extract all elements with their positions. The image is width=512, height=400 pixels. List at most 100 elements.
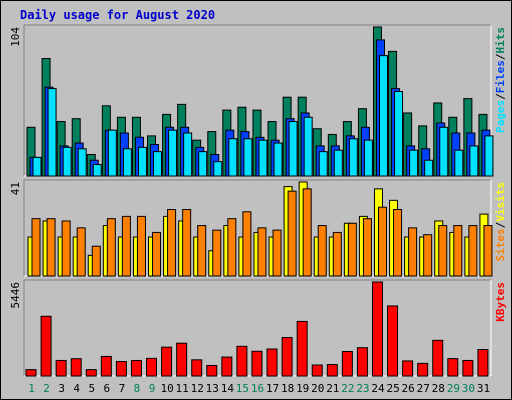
legend-kbytes: KBytes (494, 282, 507, 322)
bar-pages (348, 138, 358, 177)
bar-pages (153, 151, 163, 177)
bar-pages (439, 126, 449, 177)
x-tick-label: 30 (462, 382, 475, 395)
x-tick-label: 24 (371, 382, 385, 395)
x-tick-label: 25 (386, 382, 399, 395)
bar-kbytes (85, 369, 97, 377)
bar-sites (453, 225, 463, 277)
x-tick-label: 31 (477, 382, 490, 395)
bar-kbytes (130, 359, 142, 377)
bar-sites (121, 215, 131, 277)
x-tick-label: 18 (281, 382, 294, 395)
bar-kbytes (146, 357, 158, 377)
legend-visits_sites: Sites/Visits (494, 182, 507, 262)
bar-pages (32, 156, 42, 177)
bar-kbytes (236, 345, 248, 377)
bar-sites (272, 229, 282, 277)
legend-entry: Files (494, 60, 507, 93)
bar-pages (122, 148, 132, 177)
bars-hits-files-pages (26, 26, 494, 177)
bar-sites (227, 218, 237, 277)
bar-pages (469, 145, 479, 177)
bar-kbytes (161, 346, 173, 377)
bar-sites (483, 225, 493, 277)
bar-sites (287, 190, 297, 277)
bar-pages (394, 90, 404, 177)
bar-sites (152, 231, 162, 277)
bar-kbytes (251, 350, 263, 377)
bar-pages (363, 139, 373, 177)
bar-kbytes (296, 320, 308, 377)
bars-visits-sites (27, 181, 493, 277)
bar-kbytes (40, 315, 52, 377)
bar-pages (92, 164, 102, 177)
bar-kbytes (221, 356, 233, 377)
bar-sites (182, 209, 192, 277)
y-max-label-hits_files_pages: 104 (9, 27, 22, 47)
chart-title: Daily usage for August 2020 (20, 8, 216, 22)
bar-pages (454, 149, 464, 177)
bar-sites (167, 209, 177, 277)
x-tick-label: 28 (432, 382, 445, 395)
bar-pages (183, 132, 193, 177)
bar-sites (91, 245, 101, 277)
bar-pages (333, 149, 343, 177)
bar-kbytes (387, 305, 399, 377)
x-tick-label: 15 (236, 382, 249, 395)
bar-sites (393, 209, 403, 277)
x-tick-label: 5 (88, 382, 95, 395)
x-tick-label: 7 (119, 382, 126, 395)
x-tick-label: 22 (341, 382, 354, 395)
bar-kbytes (432, 339, 444, 377)
bar-sites (408, 227, 418, 277)
bar-pages (378, 55, 388, 177)
bar-pages (47, 88, 57, 177)
bar-pages (228, 138, 238, 177)
bar-pages (409, 149, 419, 177)
bar-kbytes (266, 348, 278, 377)
bar-pages (107, 129, 117, 177)
bar-kbytes (477, 349, 489, 377)
y-max-label-visits_sites: 41 (9, 182, 22, 195)
bar-sites (302, 188, 312, 277)
x-tick-label: 6 (104, 382, 111, 395)
bar-kbytes (176, 342, 188, 377)
bar-sites (76, 227, 86, 277)
legend-entry: Visits (494, 182, 507, 222)
bar-pages (424, 159, 434, 177)
x-tick-label: 2 (43, 382, 50, 395)
legend-entry: / (494, 53, 507, 60)
bar-pages (168, 129, 178, 177)
bar-pages (62, 146, 72, 177)
bar-pages (273, 142, 283, 177)
bar-pages (288, 121, 298, 177)
bar-kbytes (356, 347, 368, 377)
bar-kbytes (70, 358, 82, 377)
bar-pages (77, 148, 87, 177)
x-tick-label: 26 (402, 382, 415, 395)
bar-sites (257, 227, 267, 277)
x-tick-label: 14 (221, 382, 235, 395)
bar-pages (198, 151, 208, 177)
legend-entry: / (494, 93, 507, 100)
bar-sites (468, 225, 478, 277)
bar-pages (318, 151, 328, 177)
bar-sites (438, 225, 448, 277)
bar-sites (197, 225, 207, 277)
y-max-label-kbytes: 5446 (9, 282, 22, 309)
bar-kbytes (447, 358, 459, 377)
x-tick-label: 21 (326, 382, 339, 395)
x-tick-label: 10 (160, 382, 173, 395)
bars-kbytes (25, 281, 489, 377)
bar-kbytes (341, 350, 353, 377)
x-tick-label: 1 (28, 382, 35, 395)
bar-sites (31, 218, 41, 277)
x-tick-label: 27 (417, 382, 430, 395)
bar-sites (106, 218, 116, 277)
legend-entry: Hits (494, 27, 507, 54)
bar-sites (347, 222, 357, 277)
legend-entry: Sites (494, 228, 507, 261)
x-tick-label: 20 (311, 382, 324, 395)
bar-sites (362, 218, 372, 277)
